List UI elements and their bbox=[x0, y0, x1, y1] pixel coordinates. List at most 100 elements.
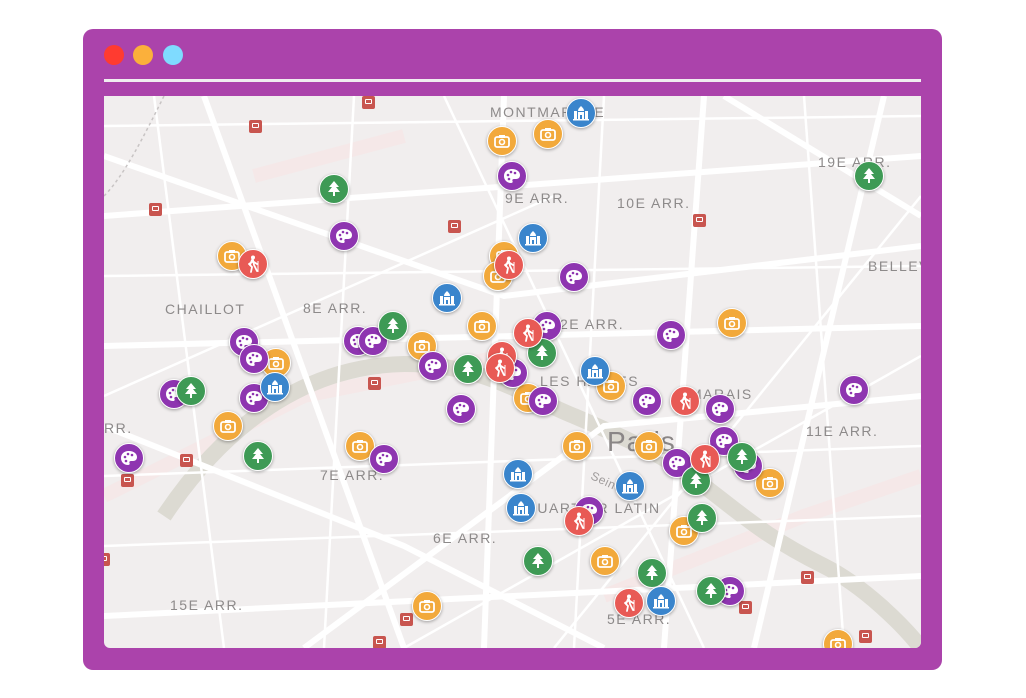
metro-station-icon[interactable] bbox=[859, 630, 872, 643]
map-marker-camera[interactable] bbox=[467, 311, 497, 341]
map-marker-hiker[interactable] bbox=[670, 386, 700, 416]
map-marker-monument[interactable] bbox=[615, 471, 645, 501]
map-marker-palette[interactable] bbox=[446, 394, 476, 424]
camera-icon bbox=[414, 339, 430, 353]
map-marker-tree[interactable] bbox=[687, 503, 717, 533]
map-marker-tree[interactable] bbox=[378, 311, 408, 341]
map-label: 6E ARR. bbox=[433, 530, 498, 546]
map-marker-monument[interactable] bbox=[518, 223, 548, 253]
map-marker-camera[interactable] bbox=[717, 308, 747, 338]
monument-icon bbox=[652, 593, 670, 609]
palette-icon bbox=[662, 327, 680, 343]
map-marker-monument[interactable] bbox=[506, 493, 536, 523]
map-marker-hiker[interactable] bbox=[614, 588, 644, 618]
camera-icon bbox=[724, 316, 740, 330]
map-marker-palette[interactable] bbox=[705, 394, 735, 424]
camera-icon bbox=[603, 379, 619, 393]
map-marker-monument[interactable] bbox=[260, 372, 290, 402]
map-marker-palette[interactable] bbox=[239, 344, 269, 374]
metro-station-icon[interactable] bbox=[448, 220, 461, 233]
camera-icon bbox=[419, 599, 435, 613]
map-marker-tree[interactable] bbox=[854, 161, 884, 191]
map-marker-palette[interactable] bbox=[528, 386, 558, 416]
metro-station-icon[interactable] bbox=[368, 377, 381, 390]
map-marker-hiker[interactable] bbox=[690, 444, 720, 474]
metro-station-icon[interactable] bbox=[400, 613, 413, 626]
palette-icon bbox=[538, 318, 556, 334]
metro-station-icon[interactable] bbox=[373, 636, 386, 648]
map-marker-palette[interactable] bbox=[358, 326, 388, 356]
map-marker-tree[interactable] bbox=[176, 376, 206, 406]
hiker-icon bbox=[501, 256, 517, 274]
map-marker-camera[interactable] bbox=[412, 591, 442, 621]
map-marker-camera[interactable] bbox=[213, 411, 243, 441]
camera-icon bbox=[762, 476, 778, 490]
map-marker-monument[interactable] bbox=[566, 98, 596, 128]
map-marker-camera[interactable] bbox=[590, 546, 620, 576]
camera-icon bbox=[220, 419, 236, 433]
map-label: 11E ARR. bbox=[806, 423, 879, 439]
map-marker-palette[interactable] bbox=[114, 443, 144, 473]
map-label: 15E ARR. bbox=[170, 597, 244, 613]
metro-station-icon[interactable] bbox=[249, 120, 262, 133]
close-button[interactable] bbox=[104, 45, 124, 65]
palette-icon bbox=[235, 334, 253, 350]
map-marker-hiker[interactable] bbox=[564, 506, 594, 536]
map-marker-hiker[interactable] bbox=[494, 250, 524, 280]
map-marker-palette[interactable] bbox=[329, 221, 359, 251]
monument-icon bbox=[266, 379, 284, 395]
metro-station-icon[interactable] bbox=[149, 203, 162, 216]
metro-station-icon[interactable] bbox=[739, 601, 752, 614]
map-label: 7E ARR. bbox=[320, 467, 385, 483]
map-marker-camera[interactable] bbox=[823, 629, 853, 648]
map-marker-tree[interactable] bbox=[453, 354, 483, 384]
map-marker-tree[interactable] bbox=[527, 338, 557, 368]
map-marker-hiker[interactable] bbox=[485, 353, 515, 383]
tree-icon bbox=[326, 180, 342, 198]
palette-icon bbox=[638, 393, 656, 409]
map-marker-monument[interactable] bbox=[503, 459, 533, 489]
map-marker-monument[interactable] bbox=[646, 586, 676, 616]
map-marker-monument[interactable] bbox=[432, 283, 462, 313]
palette-icon bbox=[364, 333, 382, 349]
camera-icon bbox=[474, 319, 490, 333]
hiker-icon bbox=[571, 512, 587, 530]
metro-station-icon[interactable] bbox=[121, 474, 134, 487]
map-marker-palette[interactable] bbox=[559, 262, 589, 292]
map-marker-camera[interactable] bbox=[755, 468, 785, 498]
map-label: RR. bbox=[104, 420, 133, 436]
palette-icon bbox=[845, 382, 863, 398]
map-marker-tree[interactable] bbox=[727, 442, 757, 472]
metro-station-icon[interactable] bbox=[801, 571, 814, 584]
metro-station-icon[interactable] bbox=[104, 553, 110, 566]
map-marker-monument[interactable] bbox=[580, 356, 610, 386]
metro-station-icon[interactable] bbox=[693, 214, 706, 227]
map-marker-palette[interactable] bbox=[632, 386, 662, 416]
palette-icon bbox=[721, 583, 739, 599]
minimize-button[interactable] bbox=[133, 45, 153, 65]
map-marker-palette[interactable] bbox=[369, 444, 399, 474]
map-marker-tree[interactable] bbox=[243, 441, 273, 471]
metro-station-icon[interactable] bbox=[180, 454, 193, 467]
metro-station-icon[interactable] bbox=[362, 96, 375, 109]
map-marker-palette[interactable] bbox=[839, 375, 869, 405]
map-marker-camera[interactable] bbox=[533, 119, 563, 149]
maximize-button[interactable] bbox=[163, 45, 183, 65]
palette-icon bbox=[503, 168, 521, 184]
monument-icon bbox=[586, 363, 604, 379]
map-marker-hiker[interactable] bbox=[513, 318, 543, 348]
address-bar[interactable] bbox=[104, 79, 921, 82]
map-marker-tree[interactable] bbox=[696, 576, 726, 606]
map-marker-palette[interactable] bbox=[656, 320, 686, 350]
map-marker-camera[interactable] bbox=[487, 126, 517, 156]
map-marker-tree[interactable] bbox=[319, 174, 349, 204]
map-marker-palette[interactable] bbox=[497, 161, 527, 191]
map-marker-hiker[interactable] bbox=[238, 249, 268, 279]
map-marker-camera[interactable] bbox=[634, 431, 664, 461]
map-marker-tree[interactable] bbox=[637, 558, 667, 588]
map-marker-camera[interactable] bbox=[562, 431, 592, 461]
map-marker-palette[interactable] bbox=[418, 351, 448, 381]
map-marker-tree[interactable] bbox=[523, 546, 553, 576]
